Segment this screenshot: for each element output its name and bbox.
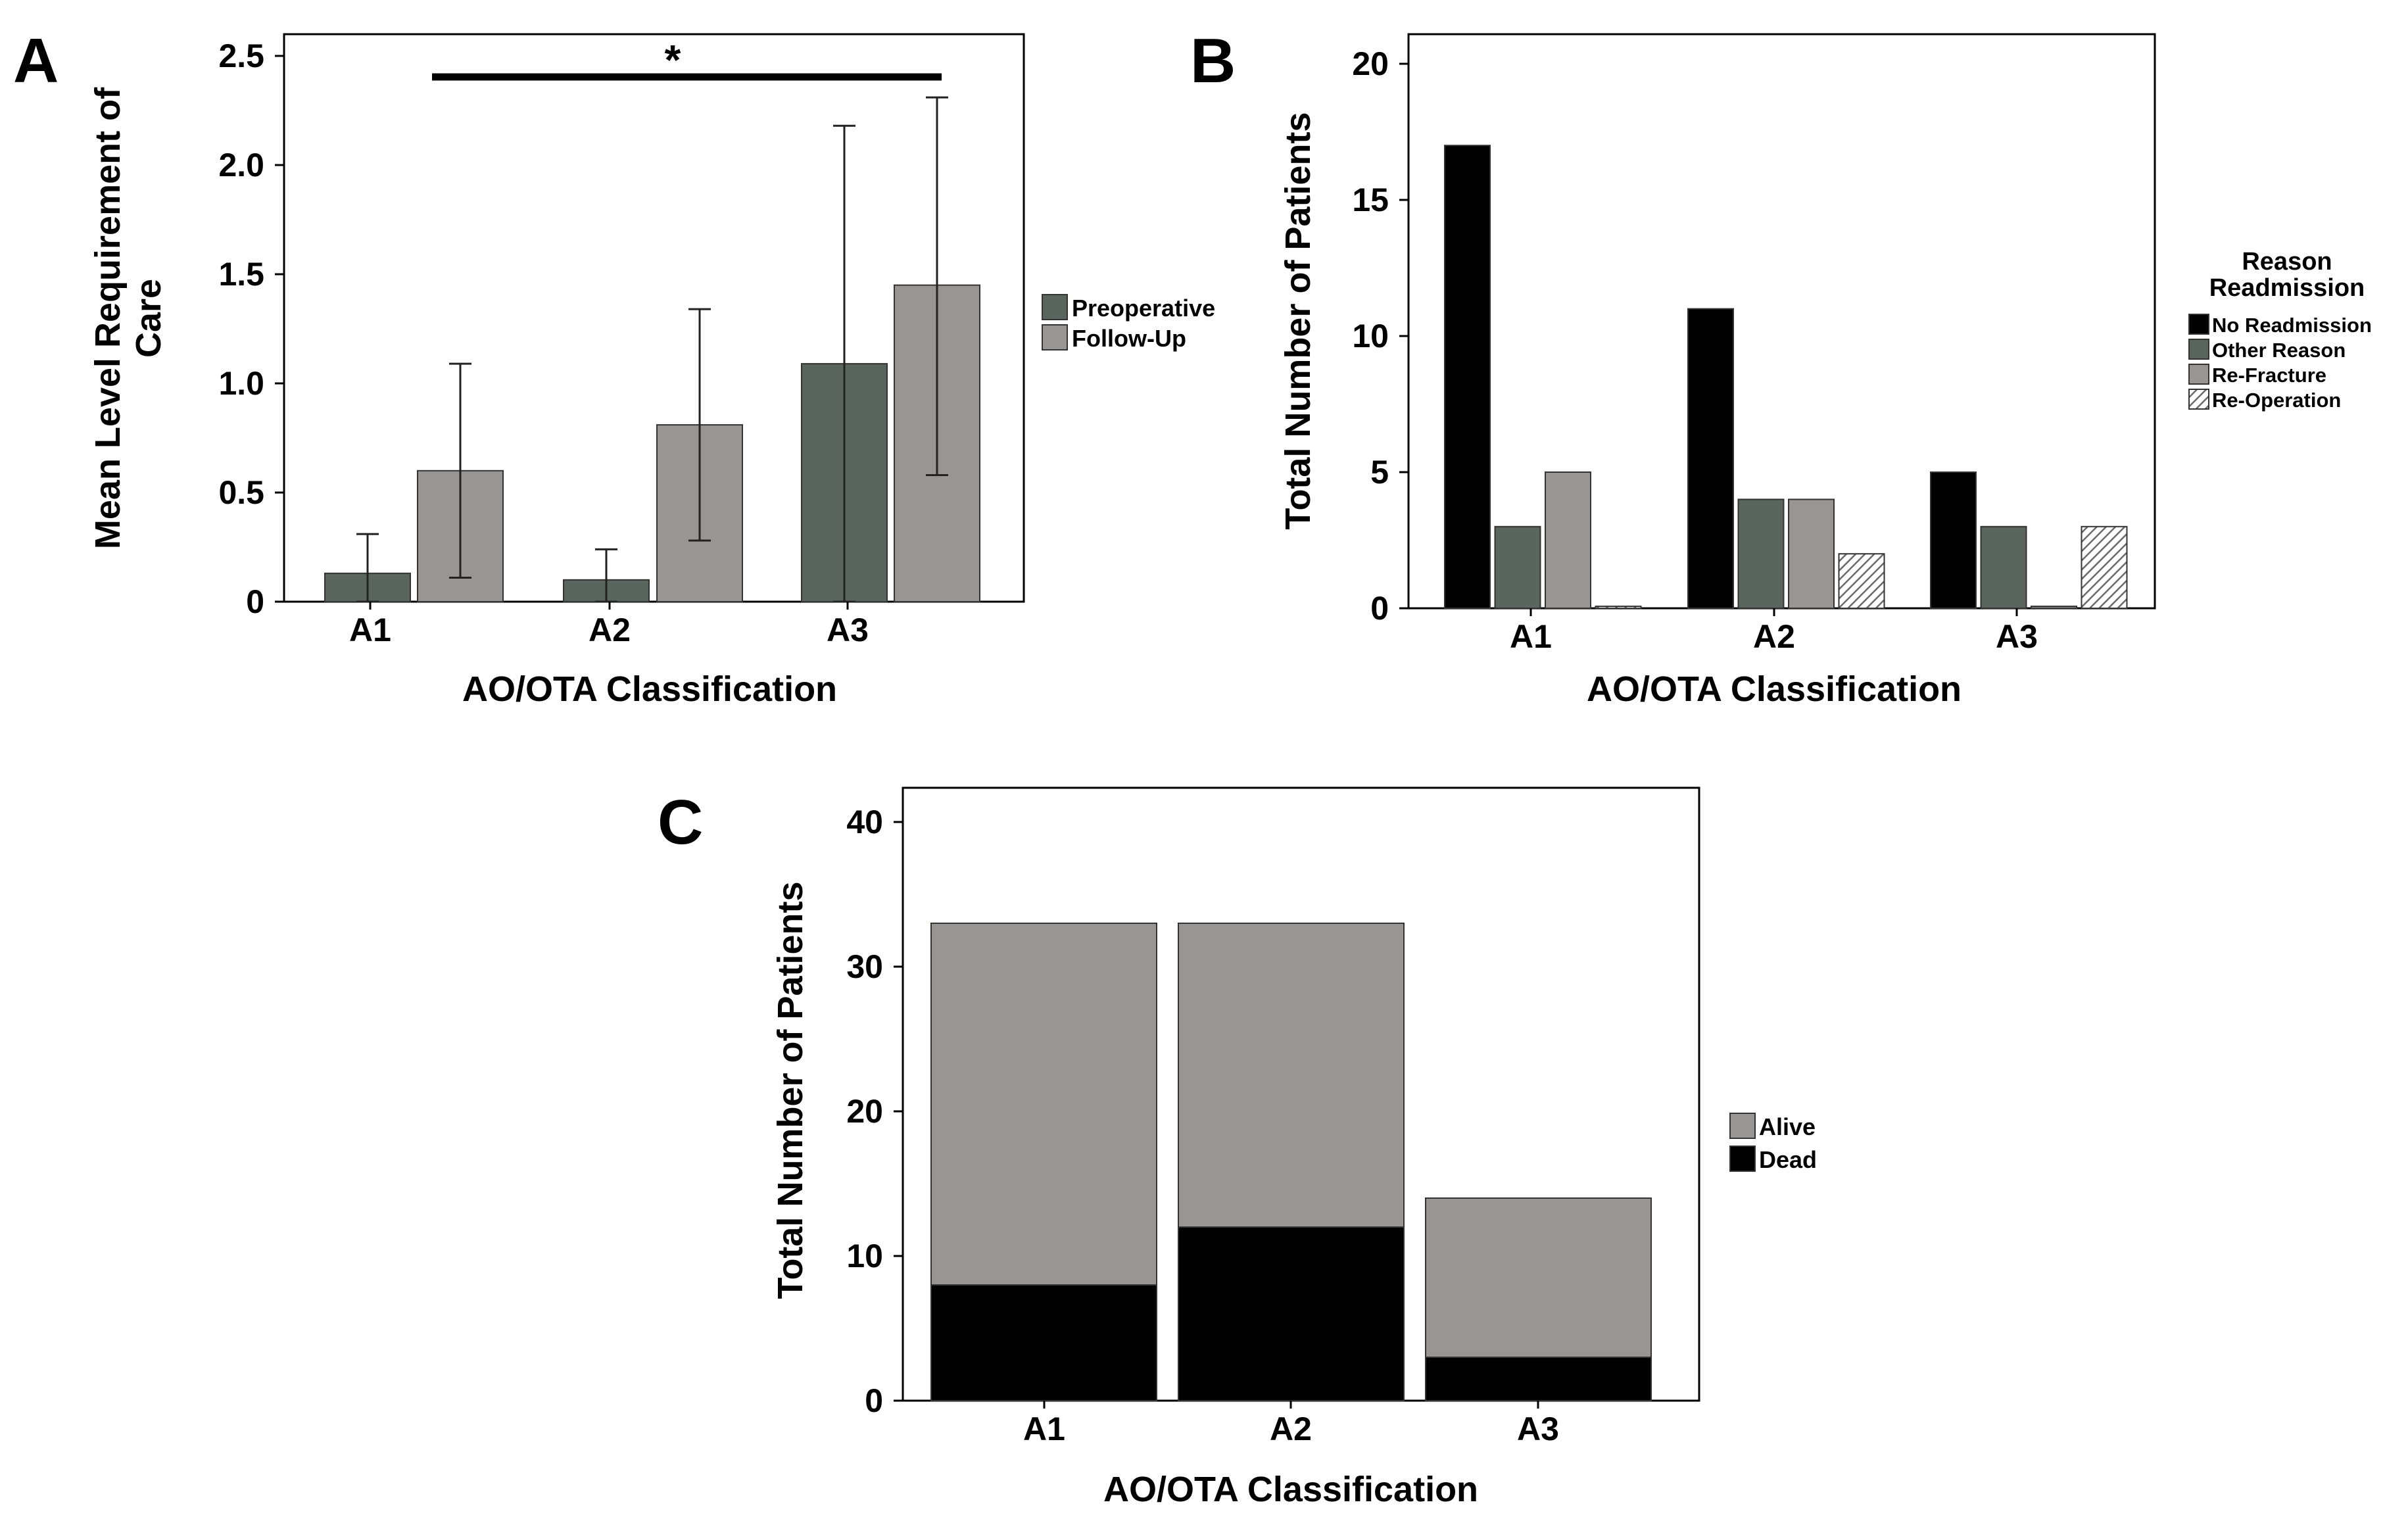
- panel-a: A 0 0.5 1.0 1.5 2.0 2.5 A1 A2 A3 * AO/OTA Classific…: [13, 26, 1215, 709]
- x-tick-label: A3: [1517, 1411, 1559, 1447]
- y-tick-label: 0.5: [218, 474, 264, 511]
- y-tick-label: 0: [865, 1382, 883, 1419]
- significance-star: *: [665, 36, 681, 84]
- legend-swatch-re-fracture: [2188, 364, 2209, 385]
- legend-label-alive: Alive: [1759, 1113, 1816, 1140]
- y-tick-label: 10: [1352, 318, 1389, 354]
- y-tick-label: 2.0: [218, 147, 264, 183]
- bar-re-operation-a2: [1838, 553, 1885, 610]
- legend-label-preoperative: Preoperative: [1072, 295, 1215, 322]
- bar-re-fracture-a3: [2031, 606, 2077, 609]
- y-axis-title: Total Number of Patients: [1278, 112, 1318, 529]
- y-axis-title: Mean Level Requirement ofCare: [88, 87, 168, 549]
- y-tick-label: 10: [846, 1238, 883, 1274]
- x-axis-title: AO/OTA Classification: [462, 669, 837, 709]
- y-tick-label: 0: [246, 583, 264, 620]
- y-tick-label: 15: [1352, 181, 1389, 218]
- legend-label-dead: Dead: [1759, 1146, 1817, 1173]
- legend-swatch-follow-up: [1042, 324, 1068, 350]
- panel-c-label: C: [658, 787, 703, 857]
- bar-other-reason-a2: [1737, 498, 1785, 610]
- bar-re-operation-a1: [1595, 606, 1642, 609]
- x-axis-title: AO/OTA Classification: [1587, 669, 1962, 709]
- legend-swatch-preoperative: [1042, 294, 1068, 320]
- y-axis-title: Total Number of Patients: [771, 881, 810, 1299]
- bar-alive-a1: [930, 923, 1157, 1286]
- legend-swatch-dead: [1729, 1146, 1756, 1172]
- panel-c: C 0 10 20 30 40 A1 A2 A3 AO/OTA Classification Tot…: [658, 786, 1817, 1509]
- y-tick-label: 5: [1370, 454, 1389, 491]
- bar-other-reason-a3: [1980, 525, 2027, 609]
- y-tick-label: 20: [846, 1093, 883, 1130]
- panel-a-label: A: [13, 26, 59, 96]
- bar-alive-a2: [1178, 923, 1405, 1228]
- x-tick-label: A2: [1753, 618, 1795, 655]
- legend-title-line2: Readmission: [2209, 274, 2365, 302]
- plot-frame: [283, 33, 1025, 603]
- bar-dead-a3: [1425, 1357, 1652, 1401]
- x-tick-label: A2: [1270, 1411, 1312, 1447]
- y-tick-label: 0: [1370, 590, 1389, 627]
- y-axis-title-line2: Care: [129, 279, 168, 358]
- y-tick-label: 20: [1352, 45, 1389, 82]
- legend-label-no-readmission: No Readmission: [2212, 314, 2372, 337]
- bar-re-fracture-a2: [1788, 498, 1835, 610]
- y-tick-label: 30: [846, 948, 883, 985]
- legend-label-follow-up: Follow-Up: [1072, 325, 1186, 352]
- bar-no-readmission-a1: [1444, 145, 1491, 609]
- bar-dead-a1: [930, 1284, 1157, 1401]
- y-tick-label: 1.0: [218, 365, 264, 402]
- bar-re-fracture-a1: [1545, 471, 1591, 609]
- panel-b-label: B: [1190, 26, 1236, 96]
- bar-no-readmission-a3: [1930, 471, 1977, 609]
- x-tick-label: A3: [1996, 618, 2038, 655]
- x-tick-label: A3: [827, 612, 869, 648]
- x-tick-label: A1: [1510, 618, 1552, 655]
- bar-re-operation-a3: [2081, 525, 2128, 609]
- legend-swatch-other-reason: [2188, 339, 2209, 360]
- legend-swatch-re-operation: [2188, 389, 2209, 410]
- y-axis-title-line1: Mean Level Requirement of: [88, 87, 128, 549]
- y-tick-label: 40: [846, 804, 883, 840]
- bar-no-readmission-a2: [1687, 308, 1734, 609]
- x-axis-title: AO/OTA Classification: [1103, 1470, 1478, 1509]
- legend-swatch-no-readmission: [2188, 314, 2209, 335]
- bar-other-reason-a1: [1494, 525, 1541, 609]
- legend-swatch-alive: [1729, 1113, 1756, 1139]
- panel-b: B 0 5 10 15 20 A1 A2 A3 AO/OTA Classification Tota…: [1190, 26, 2372, 709]
- legend-label-re-operation: Re-Operation: [2212, 389, 2341, 412]
- x-tick-label: A1: [349, 612, 391, 648]
- y-tick-label: 2.5: [218, 37, 264, 74]
- y-tick-label: 1.5: [218, 256, 264, 293]
- x-tick-label: A1: [1023, 1411, 1065, 1447]
- legend-label-other-reason: Other Reason: [2212, 339, 2346, 362]
- legend-title-line1: Reason: [2242, 248, 2332, 276]
- legend-label-re-fracture: Re-Fracture: [2212, 364, 2326, 387]
- x-tick-label: A2: [589, 612, 631, 648]
- bar-dead-a2: [1178, 1226, 1405, 1401]
- bar-alive-a3: [1425, 1197, 1652, 1358]
